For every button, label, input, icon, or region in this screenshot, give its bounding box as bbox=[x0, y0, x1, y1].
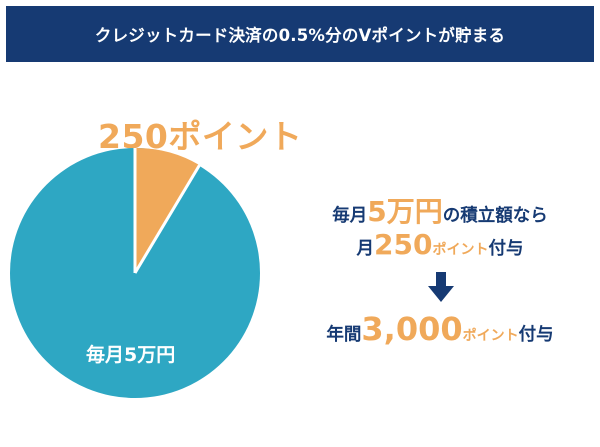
arrow-down-svg bbox=[428, 272, 454, 302]
line3-amount: 3,000 bbox=[361, 310, 463, 348]
line1-post: の積立額なら bbox=[442, 206, 548, 226]
line3-pre: 年間 bbox=[326, 325, 362, 345]
line1-amount: 5万円 bbox=[367, 195, 443, 228]
summary-line-yearly-points: 年間3,000ポイント付与 bbox=[290, 310, 590, 348]
pie-svg bbox=[10, 148, 260, 398]
pie-points-slice bbox=[135, 148, 200, 273]
line2-post: 付与 bbox=[488, 239, 524, 259]
line2-unit: ポイント bbox=[432, 242, 489, 258]
monthly-amount-label: 毎月5万円 bbox=[86, 344, 176, 366]
line1-pre: 毎月 bbox=[332, 206, 368, 226]
line3-post: 付与 bbox=[518, 325, 554, 345]
banner-title: クレジットカード決済の0.5%分のVポイントが貯まる bbox=[94, 26, 506, 45]
line3-unit: ポイント bbox=[462, 328, 519, 344]
summary-line-monthly-points: 月250ポイント付与 bbox=[290, 228, 590, 261]
arrow-down-icon bbox=[428, 272, 454, 302]
line2-amount: 250 bbox=[374, 228, 433, 261]
pie-divider-2 bbox=[133, 164, 201, 274]
pie-chart bbox=[10, 148, 260, 398]
header-banner: クレジットカード決済の0.5%分のVポイントが貯まる bbox=[6, 6, 594, 62]
summary-line-monthly: 毎月5万円の積立額なら bbox=[290, 190, 590, 230]
line2-pre: 月 bbox=[356, 239, 375, 259]
